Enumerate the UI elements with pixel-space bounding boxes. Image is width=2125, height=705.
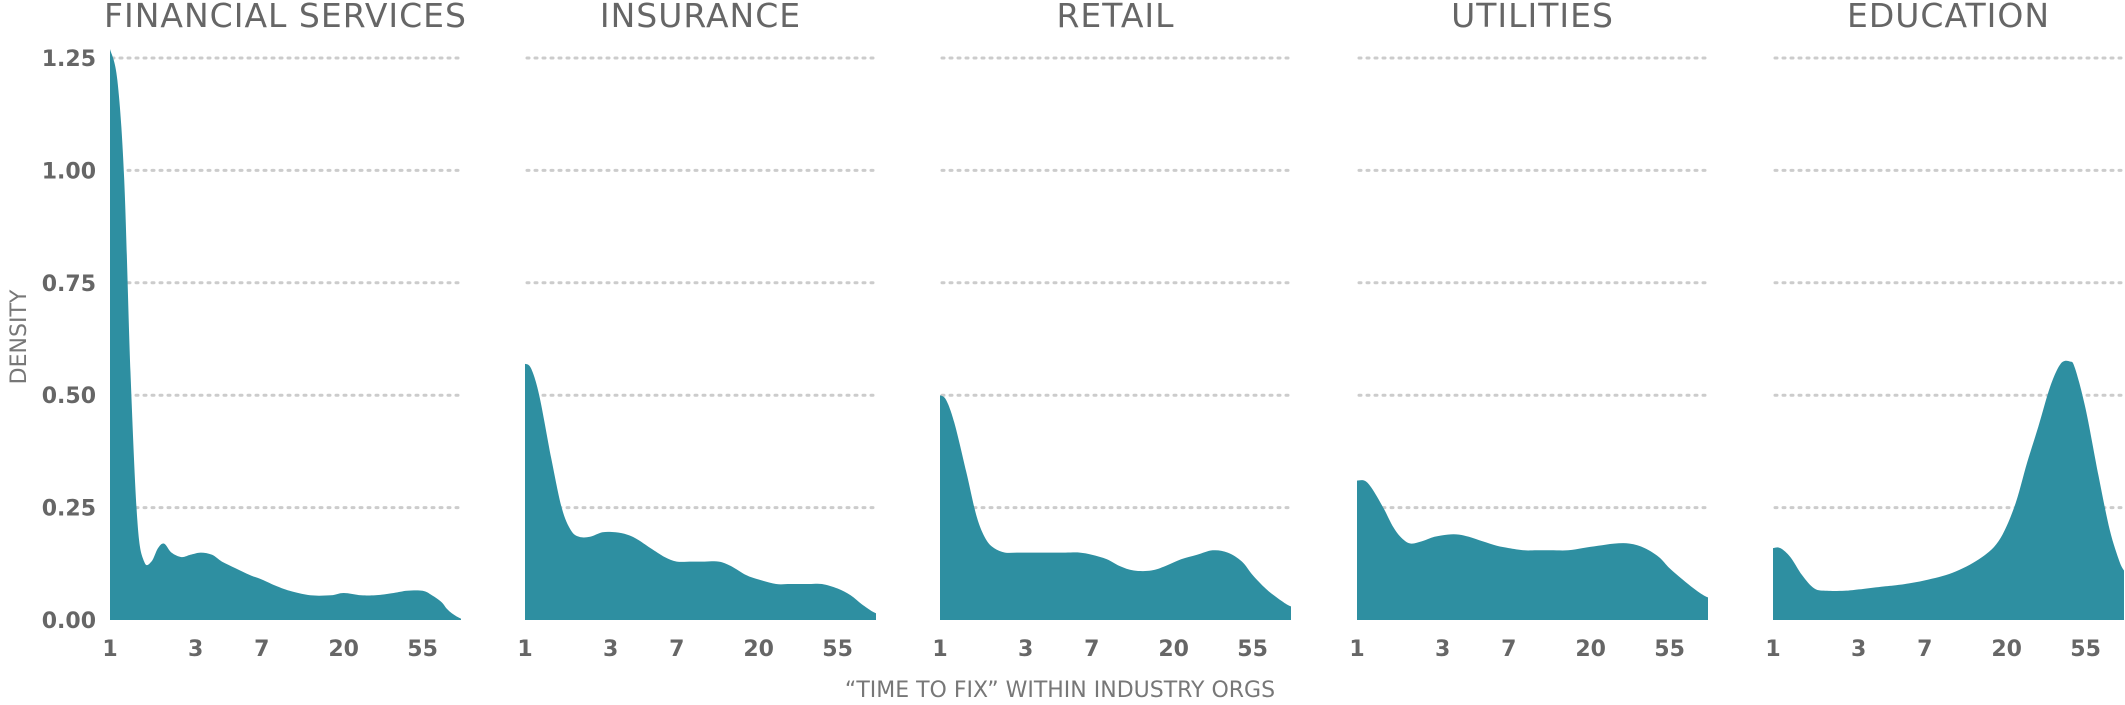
x-tick-label: 3 [1018, 637, 1033, 662]
panel-title: UTILITIES [1451, 0, 1614, 35]
x-tick-label: 7 [254, 637, 269, 662]
x-tick-label: 55 [407, 637, 438, 662]
x-tick-label: 3 [188, 637, 203, 662]
panel-title: INSURANCE [600, 0, 801, 35]
density-area [940, 395, 1291, 620]
density-area [1773, 360, 2124, 620]
x-tick-label: 55 [2070, 637, 2101, 662]
y-tick-label: 0.50 [42, 384, 96, 409]
x-tick-label: 7 [1084, 637, 1099, 662]
x-tick-label: 3 [1435, 637, 1450, 662]
x-tick-label: 20 [1158, 637, 1189, 662]
x-tick-label: 3 [1851, 637, 1866, 662]
y-axis-title: DENSITY [7, 289, 32, 384]
y-tick-label: 0.25 [42, 497, 96, 522]
x-tick-label: 1 [932, 637, 947, 662]
density-area [525, 363, 876, 620]
x-tick-label: 7 [1501, 637, 1516, 662]
x-tick-label: 1 [1765, 637, 1780, 662]
x-tick-label: 7 [669, 637, 684, 662]
y-tick-label: 1.25 [42, 47, 96, 72]
panels-group: 0.00 0.25 0.50 0.75 1.00 1.25 FINANCIAL SERVIC… [42, 0, 2124, 662]
x-tick-label: 55 [822, 637, 853, 662]
density-area [1357, 480, 1708, 620]
x-axis-title: “TIME TO FIX” WITHIN INDUSTRY ORGS [845, 678, 1275, 703]
y-tick-label: 0.75 [42, 272, 96, 297]
x-tick-label: 1 [102, 637, 117, 662]
x-tick-label: 55 [1654, 637, 1685, 662]
panel-title: FINANCIAL SERVICES [104, 0, 467, 35]
x-tick-label: 1 [1349, 637, 1364, 662]
panel-title: RETAIL [1056, 0, 1174, 35]
x-tick-label: 20 [1991, 637, 2022, 662]
panel-title: EDUCATION [1847, 0, 2050, 35]
x-tick-label: 3 [603, 637, 618, 662]
x-tick-label: 55 [1237, 637, 1268, 662]
y-tick-label: 1.00 [42, 159, 96, 184]
density-area [110, 49, 461, 620]
x-tick-label: 20 [1575, 637, 1606, 662]
x-tick-label: 20 [743, 637, 774, 662]
x-tick-label: 1 [517, 637, 532, 662]
y-tick-label: 0.00 [42, 609, 96, 634]
x-tick-label: 7 [1917, 637, 1932, 662]
x-tick-label: 20 [328, 637, 359, 662]
